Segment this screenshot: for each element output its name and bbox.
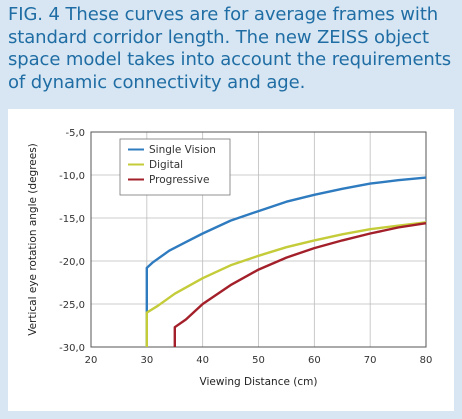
x-tick-label: 40 bbox=[196, 355, 209, 366]
y-tick-label: -15,0 bbox=[59, 214, 85, 225]
y-tick-label: -30,0 bbox=[59, 343, 85, 354]
series-line-single-vision bbox=[145, 176, 427, 347]
plot-frame bbox=[90, 131, 427, 348]
caption-line: space model takes into account the requi… bbox=[8, 49, 451, 70]
y-tick-label: -25,0 bbox=[59, 300, 85, 311]
legend-label-progressive: Progressive bbox=[149, 174, 209, 186]
x-axis-title: Viewing Distance (cm) bbox=[200, 376, 318, 388]
y-axis-title: Vertical eye rotation angle (degrees) bbox=[27, 143, 39, 336]
series-line-digital bbox=[145, 221, 427, 347]
y-tick-label: -5,0 bbox=[65, 128, 85, 139]
series-group bbox=[145, 176, 427, 347]
legend: Single Vision Digital Progressive bbox=[119, 138, 231, 196]
y-tick-label: -20,0 bbox=[59, 257, 85, 268]
caption-line: standard corridor length. The new ZEISS … bbox=[8, 26, 429, 48]
x-tick-label: 50 bbox=[252, 355, 265, 366]
x-tick-label: 70 bbox=[364, 355, 377, 366]
x-tick-label: 80 bbox=[420, 355, 433, 366]
legend-label-digital: Digital bbox=[149, 159, 183, 171]
chart-panel: 20 30 40 50 60 70 80 -30,0 -25,0 -20,0 -15,0 -10,0 -… bbox=[8, 109, 454, 411]
x-tick-label: 30 bbox=[140, 355, 153, 366]
series-line-progressive bbox=[173, 222, 427, 347]
y-tick-label: -10,0 bbox=[59, 171, 85, 182]
caption-line: of dynamic connectivity and age. bbox=[8, 71, 306, 93]
legend-label-single-vision: Single Vision bbox=[149, 144, 216, 156]
figure-caption: FIG. 4 These curves are for average fram… bbox=[8, 4, 458, 94]
tick-labels: 20 30 40 50 60 70 80 -30,0 -25,0 -20,0 -15,0 -10,0 -… bbox=[59, 128, 432, 366]
caption-line: FIG. 4 These curves are for average fram… bbox=[8, 4, 439, 25]
line-chart: 20 30 40 50 60 70 80 -30,0 -25,0 -20,0 -15,0 -10,0 -… bbox=[27, 128, 432, 388]
legend-box bbox=[119, 138, 231, 196]
x-tick-label: 60 bbox=[308, 355, 321, 366]
x-tick-label: 20 bbox=[85, 355, 98, 366]
